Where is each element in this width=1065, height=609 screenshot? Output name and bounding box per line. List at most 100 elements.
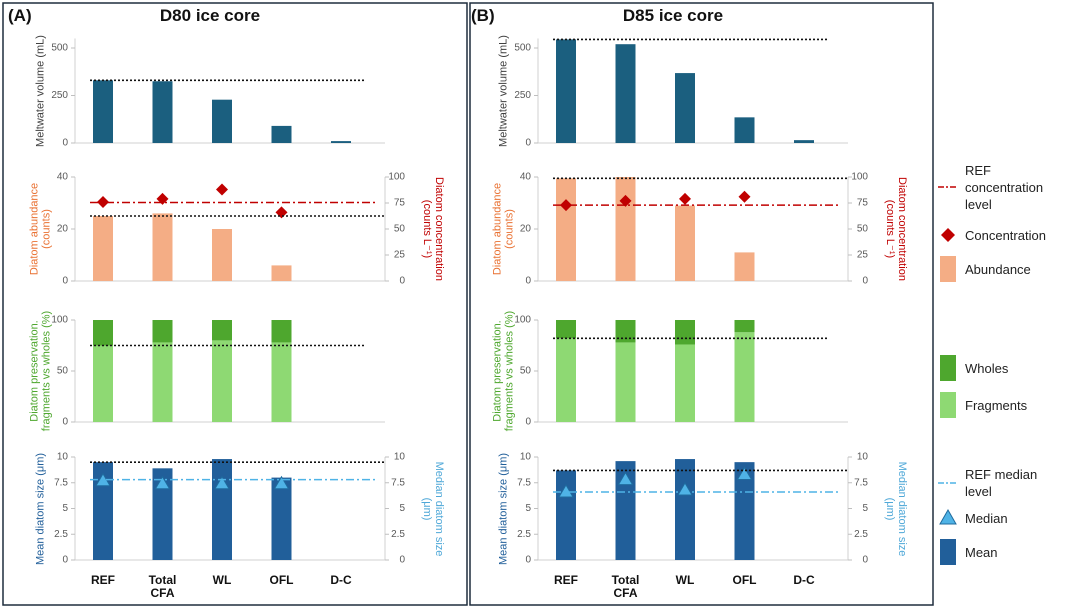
y2-axis-label: Median diatom size (μm)	[421, 461, 445, 556]
panel-title: D80 ice core	[159, 6, 261, 25]
legend-symbol	[940, 256, 956, 282]
y-axis-label: Diatom preservation. fragments vs wholes…	[491, 310, 515, 432]
x-tick-label: D-C	[793, 573, 815, 587]
y2-tick-label: 25	[394, 250, 406, 261]
y2-axis-label: Diatom concentration (counts L⁻¹)	[421, 177, 445, 281]
concentration-point	[216, 183, 228, 196]
y2-tick-label: 25	[857, 250, 869, 261]
panel-frame	[469, 2, 934, 606]
y2-axis-label: Median diatom size (μm)	[884, 461, 908, 556]
y2-tick-label: 50	[857, 224, 869, 235]
y-tick-label: 10	[520, 452, 532, 463]
concentration-point	[679, 192, 691, 205]
bar	[271, 477, 292, 560]
bar	[93, 462, 113, 560]
bar	[152, 320, 173, 343]
legend-symbol	[940, 355, 956, 381]
y2-tick-label: 0	[399, 276, 405, 287]
bar	[675, 459, 695, 560]
legend-label: Median	[965, 510, 1008, 526]
y2-tick-label: 10	[857, 452, 869, 463]
y2-tick-label: 75	[394, 198, 406, 209]
x-tick-label: REF	[91, 573, 115, 587]
y2-axis-label: Diatom concentration (counts L⁻¹)	[884, 177, 908, 281]
median-point	[214, 475, 230, 490]
y-tick-label: 500	[51, 43, 68, 54]
y2-tick-label: 2.5	[854, 529, 868, 540]
y-tick-label: 0	[525, 417, 531, 428]
legend-label: Fragments	[965, 397, 1028, 413]
bar	[93, 320, 113, 346]
bar	[734, 252, 755, 281]
median-point	[273, 475, 290, 490]
bar	[152, 342, 173, 422]
x-tick-label: OFL	[732, 573, 757, 587]
y-tick-label: 7.5	[517, 477, 531, 488]
legend-label: Mean	[965, 544, 998, 560]
y-axis-label: Diatom abundance (counts)	[491, 182, 515, 276]
median-point	[154, 475, 171, 490]
y-tick-label: 0	[62, 417, 68, 428]
bar	[93, 216, 113, 281]
y-tick-label: 20	[57, 224, 69, 235]
y-tick-label: 0	[525, 138, 531, 149]
y2-tick-label: 7.5	[854, 477, 868, 488]
bar	[271, 125, 292, 143]
y2-tick-label: 100	[388, 172, 405, 183]
bar	[152, 468, 173, 560]
bar	[93, 80, 113, 143]
bar	[556, 338, 576, 422]
x-tick-label: OFL	[269, 573, 294, 587]
y-axis-label: Diatom abundance (counts)	[28, 182, 52, 276]
bar	[271, 320, 292, 343]
y2-tick-label: 100	[851, 172, 868, 183]
panel-frame	[2, 2, 468, 606]
bar	[615, 177, 636, 281]
y-tick-label: 10	[57, 452, 69, 463]
y2-tick-label: 0	[862, 555, 868, 566]
bar	[212, 229, 232, 281]
y-axis-label: Mean diatom size (μm)	[34, 452, 46, 565]
y-tick-label: 2.5	[54, 529, 68, 540]
y-tick-label: 250	[51, 90, 68, 101]
bar	[93, 345, 113, 422]
legend-label: Abundance	[965, 261, 1031, 277]
y-axis-label: Meltwater volume (mL)	[34, 34, 46, 147]
bar	[152, 81, 173, 143]
legend-symbol	[941, 228, 955, 242]
bar	[556, 470, 576, 560]
bar	[271, 342, 292, 422]
bar	[556, 320, 576, 339]
y-tick-label: 100	[514, 315, 531, 326]
y2-tick-label: 7.5	[391, 477, 405, 488]
y2-tick-label: 2.5	[391, 529, 405, 540]
concentration-point	[738, 190, 751, 203]
y-tick-label: 50	[520, 366, 532, 377]
concentration-point	[275, 206, 288, 219]
y2-tick-label: 75	[857, 198, 869, 209]
y-tick-label: 40	[520, 172, 532, 183]
legend-symbol	[939, 508, 957, 525]
bar	[212, 99, 232, 143]
y-tick-label: 2.5	[517, 529, 531, 540]
x-tick-label: Total CFA	[611, 573, 640, 600]
y-tick-label: 0	[525, 276, 531, 287]
legend-label: Concentration	[965, 227, 1046, 243]
median-point	[558, 484, 574, 498]
y-tick-label: 5	[62, 503, 68, 514]
y2-tick-label: 10	[394, 452, 406, 463]
bar	[331, 141, 351, 143]
bar	[734, 462, 755, 560]
x-tick-label: REF	[554, 573, 578, 587]
bar	[212, 459, 232, 560]
bar	[675, 344, 695, 422]
legend-symbol	[940, 392, 956, 418]
median-point	[736, 466, 753, 481]
bar	[556, 178, 576, 281]
bar	[212, 340, 232, 422]
bar	[734, 117, 755, 143]
y-tick-label: 0	[62, 276, 68, 287]
y-tick-label: 0	[525, 555, 531, 566]
y-tick-label: 50	[57, 366, 69, 377]
y-tick-label: 250	[514, 90, 531, 101]
